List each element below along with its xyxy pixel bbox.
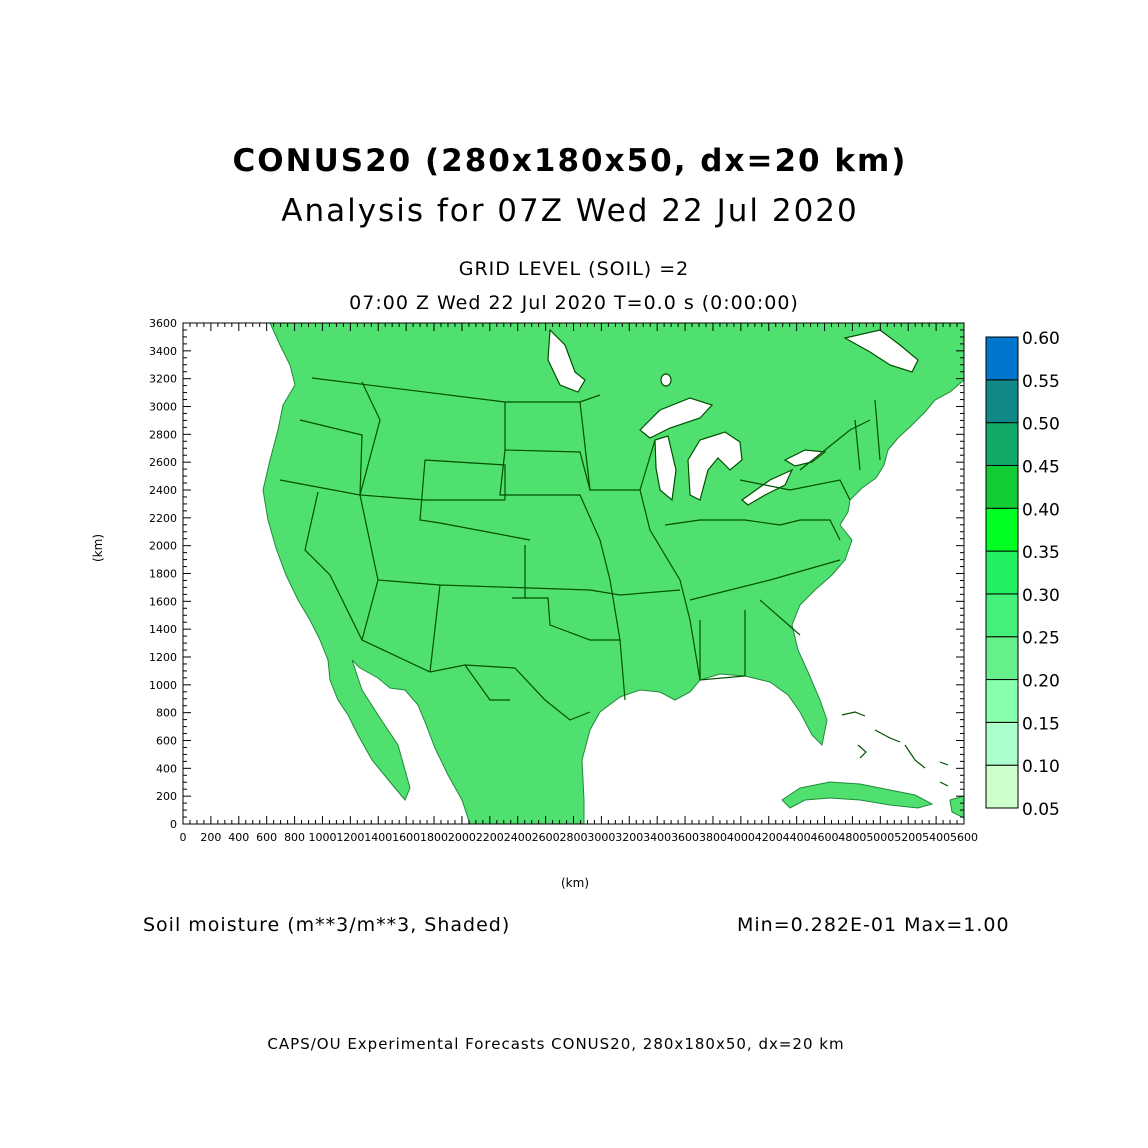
x-tick-label: 5600 [950, 831, 978, 844]
y-tick-label: 3400 [149, 345, 177, 358]
x-tick-label: 2000 [448, 831, 476, 844]
x-tick-label: 4600 [811, 831, 839, 844]
land-hispaniola [949, 795, 964, 819]
colorbar-swatch [985, 464, 1019, 509]
colorbar-swatch [985, 593, 1019, 638]
colorbar-label: 0.20 [1022, 672, 1060, 692]
colorbar-label: 0.30 [1022, 586, 1060, 606]
x-tick-label: 4400 [783, 831, 811, 844]
x-tick-label: 5000 [866, 831, 894, 844]
x-tick-label: 5200 [894, 831, 922, 844]
x-tick-label: 3600 [671, 831, 699, 844]
x-axis-label: (km) [561, 876, 590, 890]
x-tick-label: 400 [228, 831, 249, 844]
x-tick-label: 3200 [615, 831, 643, 844]
x-tick-label: 1200 [336, 831, 364, 844]
x-tick-label: 1000 [308, 831, 336, 844]
state-boundaries [279, 377, 881, 721]
x-tick-label: 5400 [922, 831, 950, 844]
colorbar-label: 0.50 [1022, 415, 1060, 435]
colorbar-swatch [985, 336, 1019, 381]
y-tick-label: 2400 [149, 484, 177, 497]
great-lakes [547, 328, 919, 506]
caribbean-islands [841, 711, 949, 787]
y-tick-label: 2800 [149, 428, 177, 441]
x-tick-label: 2800 [560, 831, 588, 844]
field-label: Soil moisture (m**3/m**3, Shaded) [143, 914, 511, 936]
colorbar-label: 0.60 [1022, 329, 1060, 349]
y-tick-label: 3200 [149, 373, 177, 386]
colorbar-label: 0.05 [1022, 800, 1060, 820]
map-title-line-2: Analysis for 07Z Wed 22 Jul 2020 [281, 193, 859, 229]
land-north-america [262, 323, 964, 824]
x-tick-label: 2600 [532, 831, 560, 844]
x-tick-label: 0 [180, 831, 187, 844]
colorbar: 0.05 0.10 0.15 0.20 0.25 0.30 0.35 0.40 0.45 0.50… [985, 329, 1060, 820]
x-tick-label: 600 [256, 831, 277, 844]
colorbar-swatch [985, 379, 1019, 424]
colorbar-swatch [985, 507, 1019, 552]
y-tick-label: 600 [156, 735, 177, 748]
x-tick-label: 800 [284, 831, 305, 844]
y-tick-label: 1400 [149, 623, 177, 636]
map-title-line-1: CONUS20 (280x180x50, dx=20 km) [232, 143, 908, 179]
colorbar-swatch [985, 721, 1019, 766]
colorbar-label: 0.40 [1022, 500, 1060, 520]
colorbar-label: 0.35 [1022, 543, 1060, 563]
x-tick-label: 1400 [364, 831, 392, 844]
colorbar-swatch [985, 764, 1019, 809]
x-tick-label: 3400 [643, 831, 671, 844]
land-cuba [781, 781, 934, 809]
x-tick-label: 4200 [755, 831, 783, 844]
colorbar-label: 0.15 [1022, 714, 1060, 734]
y-tick-label: 400 [156, 762, 177, 775]
grid-level-label: GRID LEVEL (SOIL) =2 [458, 258, 690, 280]
y-tick-label: 200 [156, 790, 177, 803]
x-tick-label: 200 [200, 831, 221, 844]
min-max-label: Min=0.282E-01 Max=1.00 [737, 914, 1010, 936]
y-axis-label: (km) [91, 533, 105, 562]
y-tick-label: 1000 [149, 679, 177, 692]
colorbar-label: 0.45 [1022, 457, 1060, 477]
colorbar-label: 0.55 [1022, 372, 1060, 392]
x-tick-label: 4800 [838, 831, 866, 844]
y-tick-label: 2600 [149, 456, 177, 469]
y-tick-label: 0 [170, 818, 177, 831]
x-tick-label: 2200 [476, 831, 504, 844]
colorbar-swatch [985, 550, 1019, 595]
colorbar-swatch [985, 679, 1019, 723]
colorbar-label: 0.25 [1022, 629, 1060, 649]
map-axes: 0 200 400 600 800 1000 1200 1400 1600 1800 2000 220… [149, 317, 978, 844]
valid-time-label: 07:00 Z Wed 22 Jul 2020 T=0.0 s (0:00:00… [349, 292, 799, 314]
y-tick-label: 3600 [149, 317, 177, 330]
y-tick-label: 1200 [149, 651, 177, 664]
x-tick-label: 3800 [699, 831, 727, 844]
footer-credit: CAPS/OU Experimental Forecasts CONUS20, … [267, 1035, 845, 1053]
x-tick-label: 1600 [392, 831, 420, 844]
x-tick-label: 1800 [420, 831, 448, 844]
x-tick-label: 4000 [727, 831, 755, 844]
colorbar-swatch [985, 422, 1019, 466]
colorbar-swatch [985, 636, 1019, 681]
x-tick-label: 2400 [504, 831, 532, 844]
colorbar-label: 0.10 [1022, 757, 1060, 777]
y-tick-label: 3000 [149, 401, 177, 414]
y-tick-label: 1800 [149, 568, 177, 581]
y-tick-label: 2200 [149, 512, 177, 525]
x-tick-label: 3000 [587, 831, 615, 844]
y-tick-label: 800 [156, 707, 177, 720]
y-tick-label: 2000 [149, 540, 177, 553]
y-tick-label: 1600 [149, 595, 177, 608]
